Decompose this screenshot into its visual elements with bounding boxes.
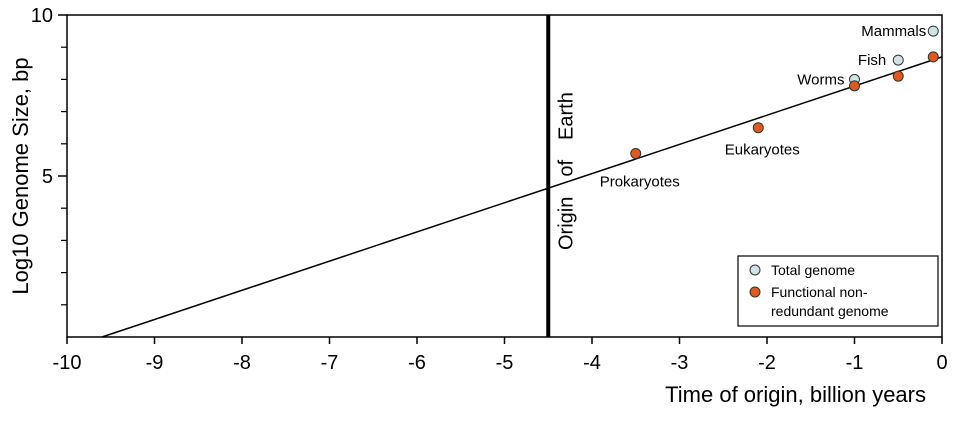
legend: Total genome Functional non-redundant gen… [737, 255, 939, 327]
y-tick-label: 5 [42, 166, 53, 188]
x-tick-label: -2 [758, 352, 776, 374]
x-tick-label: -6 [408, 352, 426, 374]
legend-marker-functional [749, 286, 761, 298]
origin-of-earth-word: Origin [555, 197, 577, 250]
x-tick-label: -1 [846, 352, 864, 374]
x-axis-title: Time of origin, billion years [665, 382, 926, 407]
legend-label-functional: redundant genome [771, 303, 889, 319]
x-tick-label: -5 [496, 352, 514, 374]
point-label: Prokaryotes [600, 173, 680, 190]
functional-genome-point [752, 122, 764, 134]
total-genome-point [892, 54, 904, 66]
x-tick-label: -7 [321, 352, 339, 374]
functional-genome-point [927, 51, 939, 63]
x-tick-label: -3 [671, 352, 689, 374]
x-tick-label: -10 [53, 352, 82, 374]
y-tick-label: 10 [31, 5, 53, 27]
point-label: Fish [858, 52, 886, 69]
x-tick-label: -8 [233, 352, 251, 374]
point-label: Worms [797, 71, 844, 88]
origin-of-earth-word: Earth [555, 92, 577, 140]
y-axis-title: Log10 Genome Size, bp [8, 57, 33, 294]
data-points-group: Worms Fish Mammals Prokaryotes Eukaryotes [600, 23, 939, 190]
x-tick-label: 0 [936, 352, 947, 374]
origin-of-earth-word: of [555, 160, 577, 177]
x-tick-label: -9 [146, 352, 164, 374]
trend-line [101, 56, 943, 338]
legend-marker-total [749, 264, 761, 276]
functional-genome-point [849, 80, 860, 92]
point-label: Eukaryotes [725, 142, 800, 159]
functional-genome-point [892, 70, 904, 82]
legend-box [737, 255, 939, 327]
total-genome-point [927, 25, 939, 37]
origin-of-earth-group: Origin of Earth [546, 15, 577, 337]
trend-line-group [101, 56, 943, 338]
x-tick-label: -4 [583, 352, 601, 374]
point-label: Mammals [861, 23, 926, 40]
legend-label-functional: Functional non- [771, 284, 868, 300]
legend-label-total: Total genome [771, 262, 855, 278]
origin-of-earth-label: Origin of Earth [555, 92, 577, 250]
functional-genome-point [630, 147, 642, 159]
